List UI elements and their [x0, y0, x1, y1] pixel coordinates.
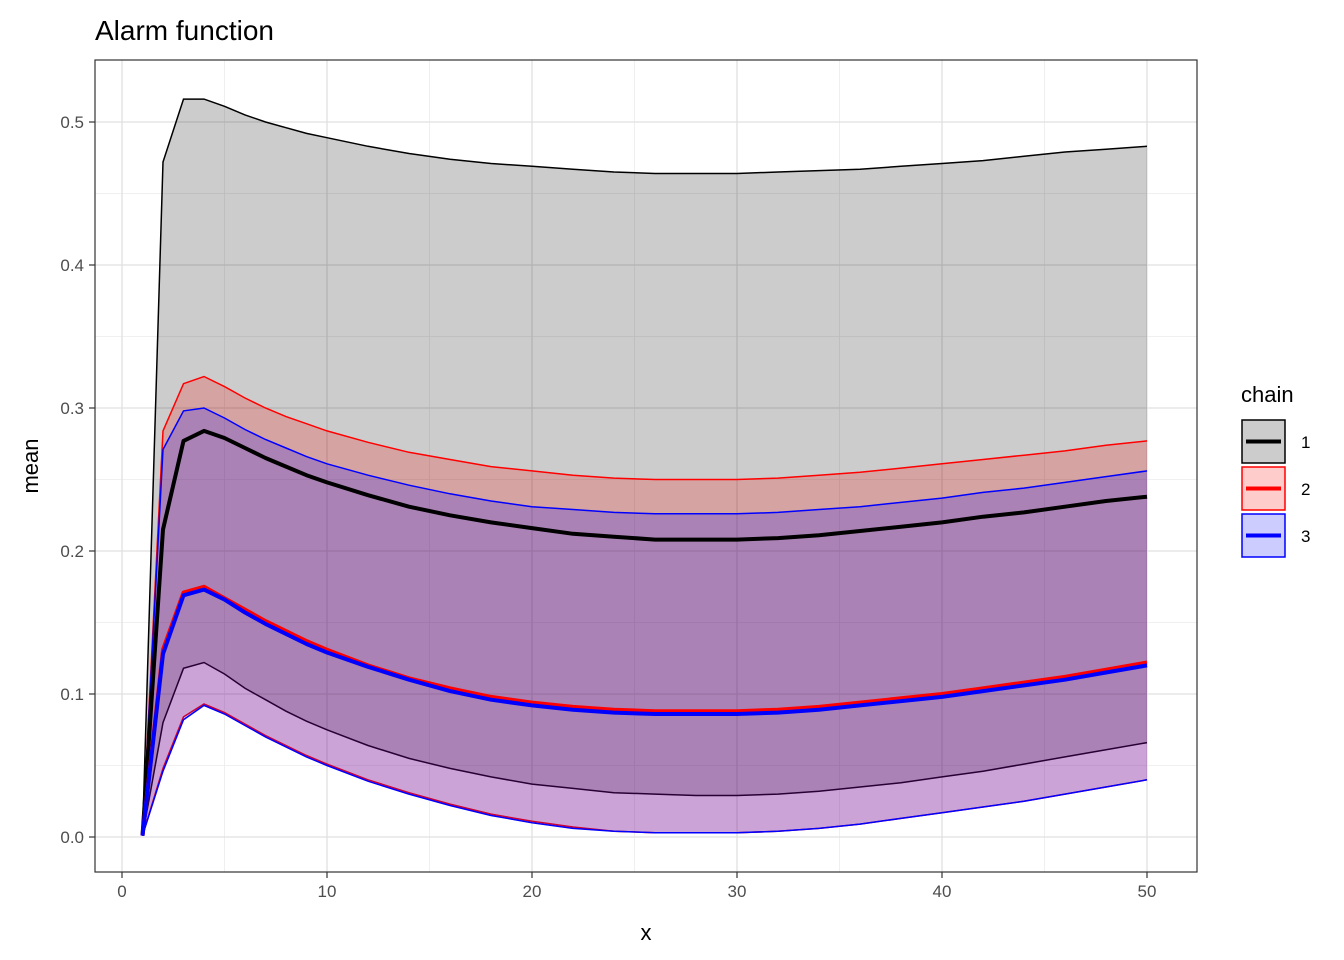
y-tick-label: 0.5 [60, 113, 84, 132]
chart-title: Alarm function [95, 15, 274, 46]
x-tick-label: 20 [523, 882, 542, 901]
x-axis-title: x [641, 920, 652, 945]
x-tick-label: 50 [1138, 882, 1157, 901]
upper-bound-line-chain-1 [141, 98, 1148, 836]
legend-label-2: 2 [1301, 480, 1310, 499]
y-tick-label: 0.3 [60, 399, 84, 418]
series-lines [140, 428, 1148, 836]
x-tick-label: 40 [933, 882, 952, 901]
y-tick-label: 0.2 [60, 542, 84, 561]
x-tick-label: 10 [318, 882, 337, 901]
grid-lines [95, 60, 1197, 872]
ribbon-chain-1 [142, 99, 1147, 836]
plot-area [94, 59, 1198, 873]
y-axis-title: mean [18, 438, 43, 493]
y-tick-label: 0.0 [60, 828, 84, 847]
legend-label-1: 1 [1301, 433, 1310, 452]
ribbons [141, 98, 1148, 836]
lower-bound-line-chain-3 [141, 704, 1148, 836]
y-axis: 0.0 0.1 0.2 0.3 0.4 0.5 [60, 113, 95, 847]
y-tick-label: 0.1 [60, 685, 84, 704]
upper-bound-line-chain-2 [141, 375, 1148, 836]
legend: chain 1 2 3 [1241, 382, 1310, 558]
mean-line-chain-3 [140, 587, 1148, 836]
mean-line-chain-1 [140, 428, 1148, 836]
x-tick-label: 30 [728, 882, 747, 901]
x-axis: 0 10 20 30 40 50 [117, 872, 1156, 901]
panel-border [94, 59, 1198, 873]
ribbon-chain-2 [142, 376, 1147, 836]
lower-bound-line-chain-1 [141, 661, 1148, 836]
ribbon-chain-3 [142, 408, 1147, 836]
panel-background [95, 60, 1197, 872]
legend-title: chain [1241, 382, 1294, 407]
x-tick-label: 0 [117, 882, 126, 901]
upper-bound-line-chain-3 [141, 407, 1148, 836]
mean-line-chain-2 [140, 584, 1148, 836]
y-tick-label: 0.4 [60, 256, 84, 275]
legend-label-3: 3 [1301, 527, 1310, 546]
